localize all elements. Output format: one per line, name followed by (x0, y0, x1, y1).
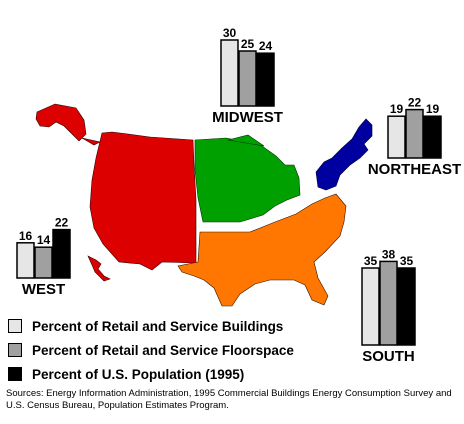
legend-item-floorspace: Percent of Retail and Service Floorspace (8, 338, 294, 362)
bar-west-floorspace (34, 246, 53, 279)
value-label-south-buildings: 35 (364, 254, 378, 268)
bar-west-buildings (16, 242, 35, 279)
legend-item-population: Percent of U.S. Population (1995) (8, 362, 294, 386)
value-label-west-floorspace: 14 (37, 233, 51, 247)
bar-northeast-population (423, 115, 442, 159)
bar-group-south: 35 38 35 SOUTH (361, 247, 416, 365)
value-label-northeast-buildings: 19 (390, 102, 404, 116)
bar-south-buildings (361, 267, 380, 346)
bar-west-population (52, 228, 71, 279)
region-label-midwest: MIDWEST (212, 109, 283, 126)
bar-group-northeast: 19 22 19 NORTHEAST (368, 96, 461, 178)
map-region-northeast (315, 118, 373, 191)
region-label-west: WEST (22, 281, 65, 298)
bar-midwest-population (256, 52, 275, 107)
value-label-south-population: 35 (400, 254, 414, 268)
legend-label-population: Percent of U.S. Population (1995) (32, 366, 245, 382)
source-note: Sources: Energy Information Administrati… (6, 388, 452, 411)
map-region-south (177, 193, 347, 307)
legend-swatch-buildings (8, 319, 22, 333)
bar-south-population (397, 267, 416, 346)
value-label-northeast-population: 19 (426, 102, 440, 116)
value-label-midwest-population: 24 (259, 39, 273, 53)
legend-label-buildings: Percent of Retail and Service Buildings (32, 318, 284, 334)
bar-northeast-buildings (387, 115, 406, 159)
value-label-northeast-floorspace: 22 (408, 96, 422, 110)
value-label-west-buildings: 16 (19, 229, 33, 243)
map-region-midwest (194, 134, 301, 223)
bar-group-midwest: 30 25 24 MIDWEST (212, 26, 283, 126)
value-label-south-floorspace: 38 (382, 247, 396, 261)
legend-label-floorspace: Percent of Retail and Service Floorspace (32, 342, 294, 358)
us-regions-map (35, 103, 373, 307)
value-label-west-population: 22 (55, 216, 69, 230)
map-region-west (35, 103, 197, 282)
value-label-midwest-buildings: 30 (223, 26, 237, 40)
legend-item-buildings: Percent of Retail and Service Buildings (8, 314, 294, 338)
legend-swatch-population (8, 367, 22, 381)
bar-group-west: 16 14 22 WEST (16, 216, 71, 298)
value-label-midwest-floorspace: 25 (241, 37, 255, 51)
bar-south-floorspace (379, 260, 398, 346)
region-label-south: SOUTH (362, 348, 415, 365)
bar-northeast-floorspace (405, 108, 424, 159)
bar-midwest-buildings (220, 39, 239, 107)
region-label-northeast: NORTHEAST (368, 161, 461, 178)
legend-swatch-floorspace (8, 343, 22, 357)
legend: Percent of Retail and Service Buildings … (8, 314, 294, 386)
bar-midwest-floorspace (238, 50, 257, 107)
